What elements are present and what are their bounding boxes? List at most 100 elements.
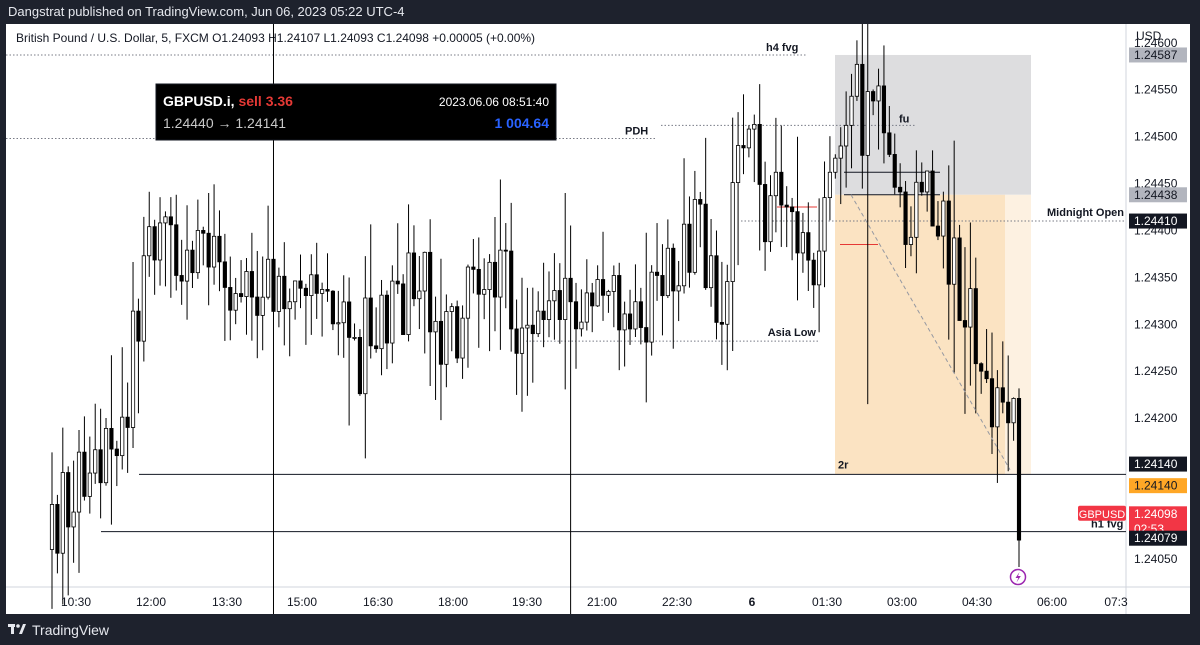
candle-body[interactable] [168,216,173,226]
candle-body[interactable] [854,63,860,97]
candle-body[interactable] [579,321,584,330]
candle-body[interactable] [136,310,141,342]
candle-body[interactable] [919,181,924,193]
candle-body[interactable] [363,297,368,395]
price-label-bg[interactable] [1129,478,1187,494]
candle-body[interactable] [806,232,811,261]
candle-body[interactable] [590,292,595,307]
candle-body[interactable] [422,251,427,292]
candle-body[interactable] [568,277,573,303]
candle-body[interactable] [233,293,238,311]
candle-body[interactable] [444,311,449,365]
candle-body[interactable] [622,313,627,331]
candle-body[interactable] [973,288,978,365]
candle-body[interactable] [525,324,530,329]
candle-body[interactable] [465,266,471,319]
candle-body[interactable] [849,95,854,126]
candle-body[interactable] [93,449,98,474]
candle-body[interactable] [98,449,103,484]
candle-body[interactable] [352,337,357,339]
candle-body[interactable] [103,428,109,484]
candle-body[interactable] [719,321,724,325]
candle-body[interactable] [811,259,816,286]
candle-body[interactable] [952,237,957,285]
candle-body[interactable] [881,85,887,134]
candle-body[interactable] [1000,387,1005,403]
candle-body[interactable] [271,258,276,312]
candle-body[interactable] [211,235,217,268]
candle-body[interactable] [563,277,568,320]
candle-body[interactable] [76,451,82,513]
candle-body[interactable] [725,281,730,325]
candle-body[interactable] [239,293,244,297]
price-label-bg[interactable] [1129,530,1187,546]
candle-body[interactable] [541,310,546,320]
candle-body[interactable] [384,294,390,344]
candle-body[interactable] [276,275,281,312]
candle-body[interactable] [303,287,308,297]
candle-body[interactable] [671,247,676,292]
candle-body[interactable] [871,91,876,102]
candle-body[interactable] [341,301,346,324]
candle-body[interactable] [282,275,287,310]
candle-body[interactable] [925,170,930,193]
candle-body[interactable] [908,236,914,245]
symbol-tag-bg[interactable] [1078,505,1126,521]
candle-body[interactable] [195,230,200,274]
candle-body[interactable] [838,145,843,159]
candle-body[interactable] [114,448,119,457]
candle-body[interactable] [325,289,330,292]
candle-body[interactable] [519,327,525,354]
candle-body[interactable] [844,124,849,147]
chart-svg[interactable]: British Pound / U.S. Dollar, 5, FXCM O1.… [6,24,1190,614]
candle-body[interactable] [395,280,400,285]
candle-body[interactable] [552,290,557,302]
candle-body[interactable] [287,301,292,310]
candle-body[interactable] [644,327,649,343]
candle-body[interactable] [611,275,616,292]
candle-body[interactable] [49,504,55,550]
candle-body[interactable] [649,271,654,343]
candle-body[interactable] [995,387,1000,428]
candle-body[interactable] [141,255,146,342]
candle-body[interactable] [984,370,989,380]
candle-body[interactable] [184,249,190,282]
candle-body[interactable] [60,472,65,554]
candle-body[interactable] [401,283,406,335]
candle-body[interactable] [482,289,487,295]
lightning-icon[interactable] [1009,568,1027,586]
candle-body[interactable] [336,322,341,325]
candle-body[interactable] [730,182,735,282]
candle-body[interactable] [752,124,757,130]
candle-body[interactable] [654,271,660,276]
candle-body[interactable] [779,171,784,206]
candle-body[interactable] [228,287,233,311]
candle-body[interactable] [190,249,195,274]
candle-body[interactable] [633,301,638,330]
candle-body[interactable] [741,145,746,149]
candle-body[interactable] [773,171,778,197]
candle-body[interactable] [66,472,71,528]
candle-body[interactable] [935,225,941,237]
candle-body[interactable] [627,313,633,330]
candle-body[interactable] [757,124,762,185]
candle-body[interactable] [698,199,703,205]
candle-body[interactable] [714,255,719,323]
candle-body[interactable] [157,222,163,261]
candle-body[interactable] [898,186,903,193]
candle-body[interactable] [827,171,832,198]
target-zone[interactable] [835,194,1005,475]
trade-info-box[interactable] [155,83,557,141]
candle-body[interactable] [968,288,973,328]
candle-body[interactable] [438,320,444,365]
candle-body[interactable] [460,317,465,359]
price-label-bg[interactable] [1129,47,1187,63]
candle-body[interactable] [406,252,411,335]
candle-body[interactable] [314,274,319,294]
candle-body[interactable] [687,223,692,273]
candle-body[interactable] [374,345,379,350]
candle-body[interactable] [957,237,962,321]
candle-body[interactable] [536,310,541,335]
candle-body[interactable] [498,249,503,298]
candle-body[interactable] [584,292,589,323]
